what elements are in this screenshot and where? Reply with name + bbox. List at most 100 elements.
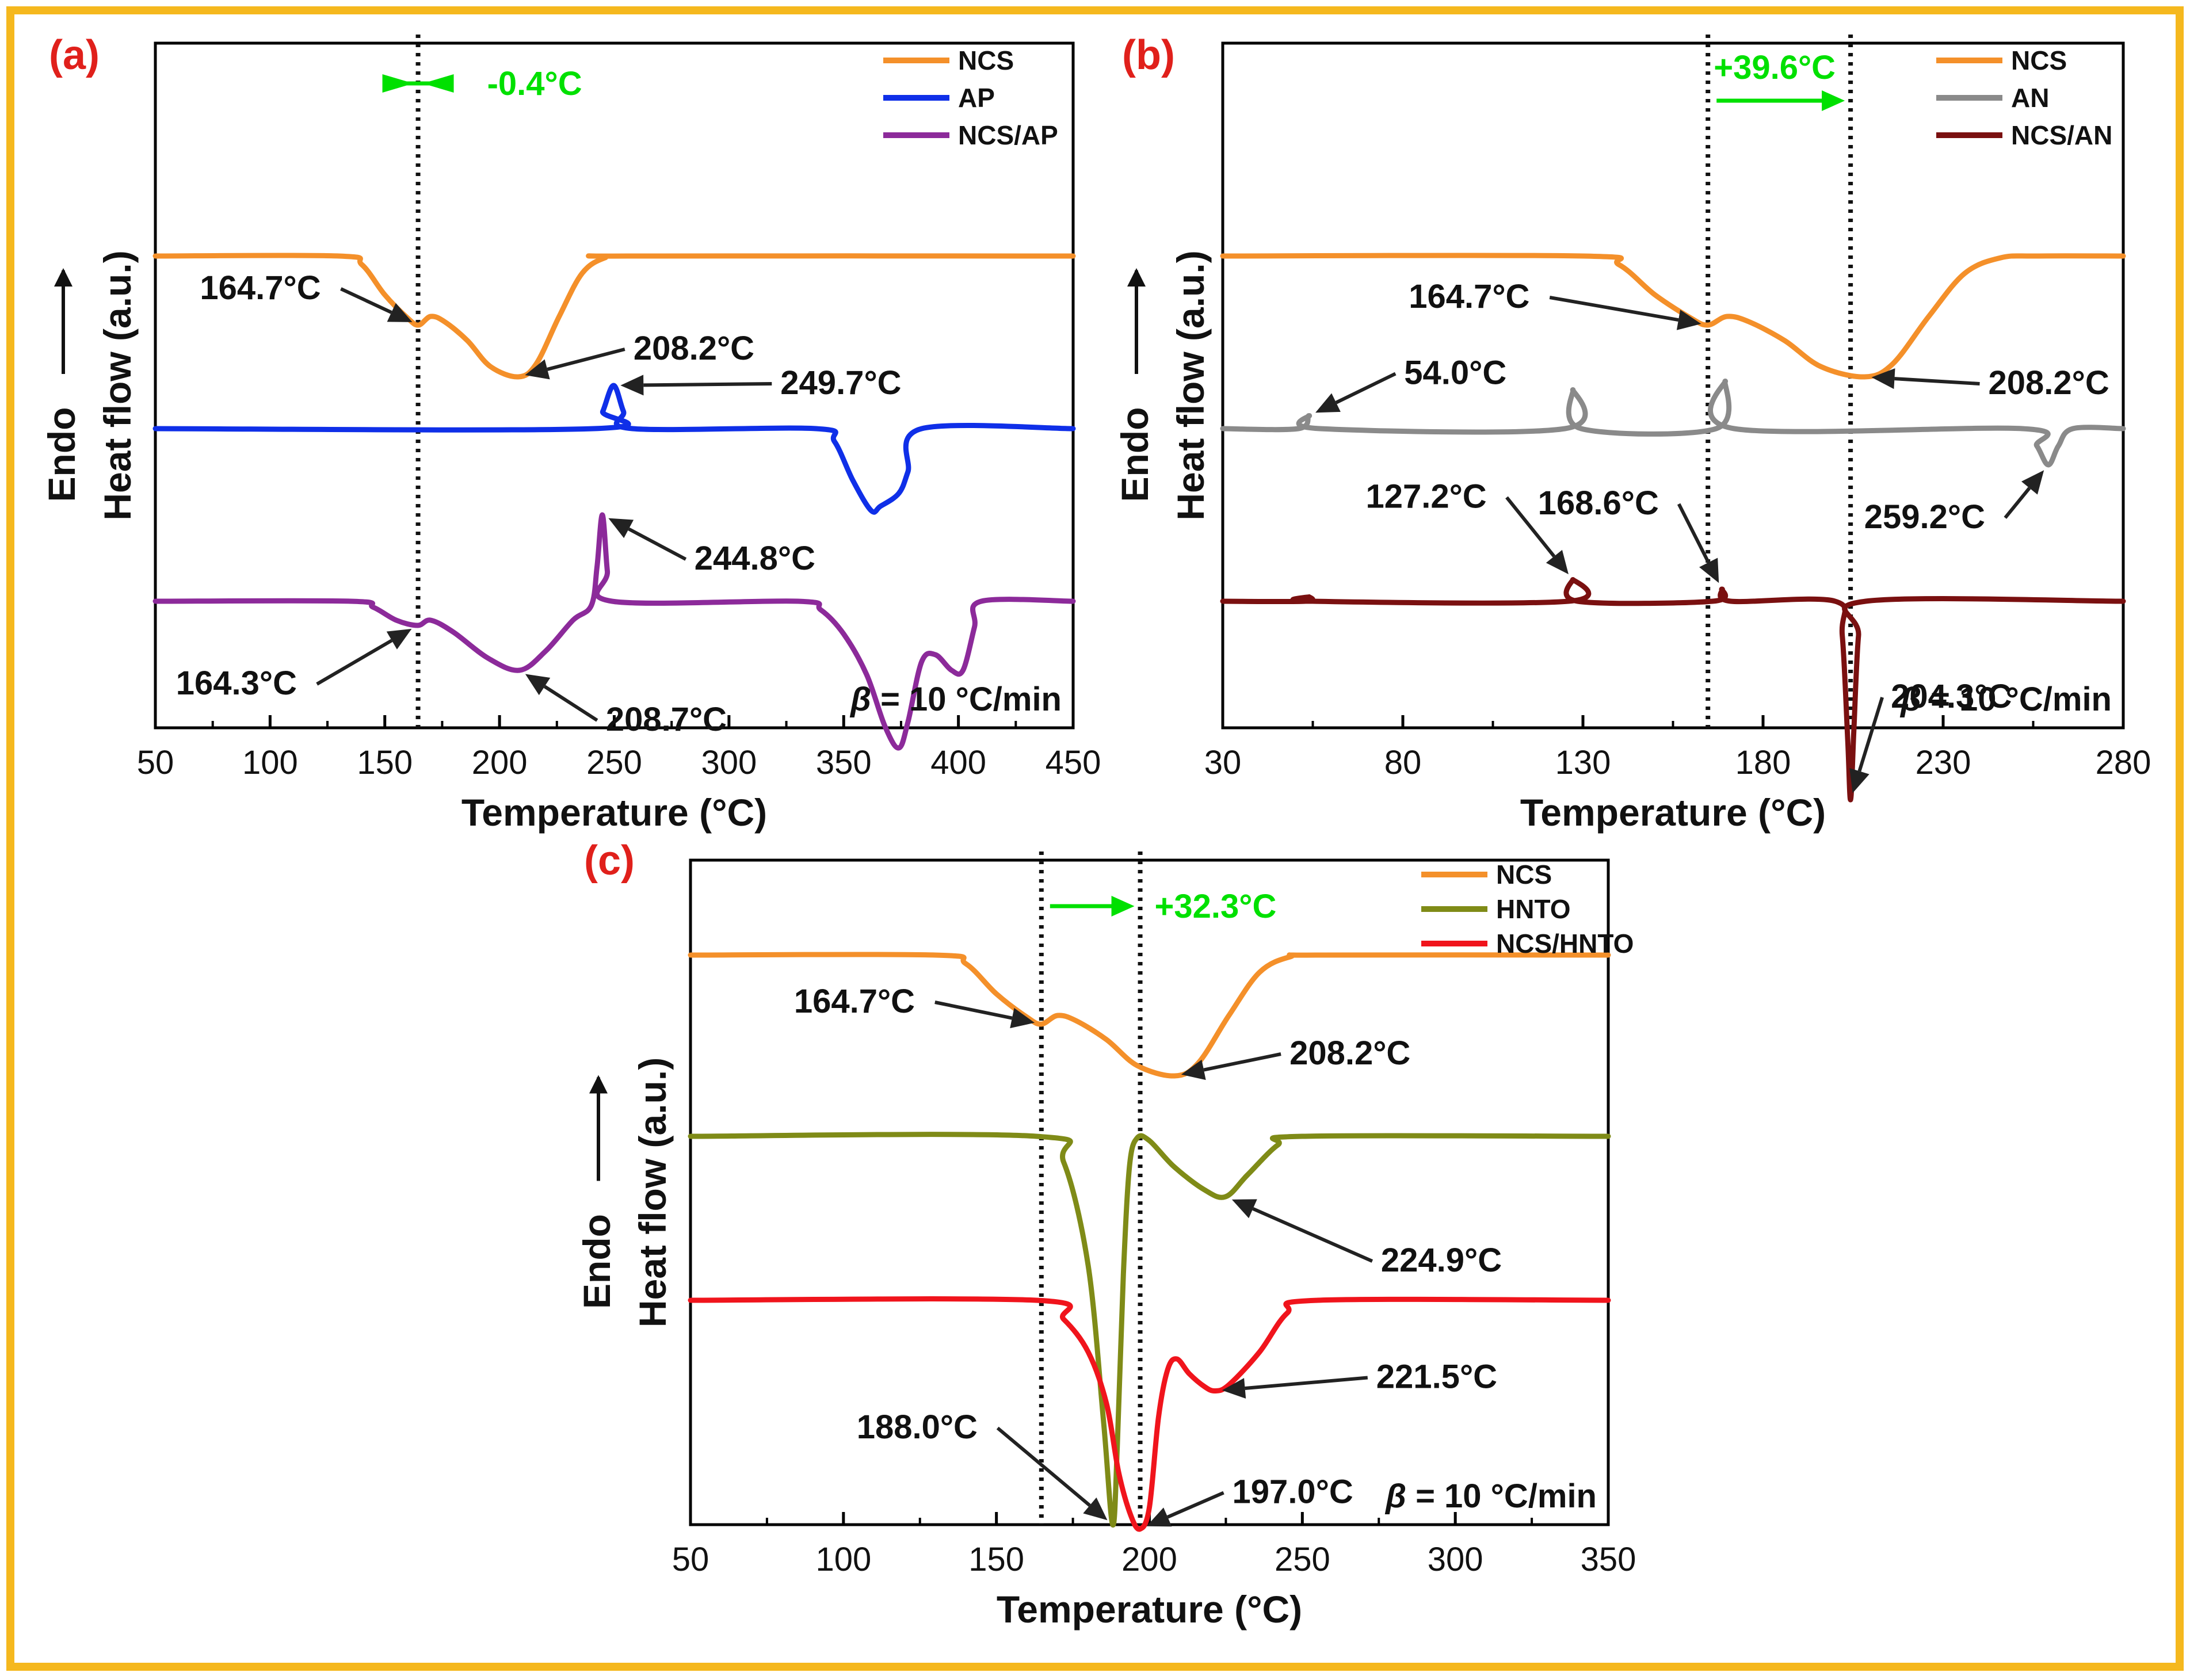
x-tick-label: 180 bbox=[1735, 744, 1791, 781]
annotation-arrow-shaft bbox=[340, 287, 392, 314]
x-tick-label: 400 bbox=[930, 744, 986, 781]
annotation-label: 127.2°C bbox=[1365, 478, 1486, 516]
x-tick-label: 100 bbox=[242, 744, 298, 781]
x-tick-label: 250 bbox=[1275, 1541, 1330, 1578]
x-tick-label: 150 bbox=[357, 744, 413, 781]
panel-label-b: (b) bbox=[1122, 32, 1175, 78]
annotation-arrow-shaft bbox=[1677, 503, 1710, 563]
x-tick-label: 100 bbox=[815, 1541, 871, 1578]
endo-arrow-head bbox=[1127, 268, 1146, 287]
legend-label: NCS bbox=[2011, 45, 2067, 75]
y-axis-title-heat-flow: Heat flow (a.u.) bbox=[631, 1057, 674, 1327]
panel-a: 50 100 150 200 250 300 350 400 450 Temperature (°… bbox=[40, 32, 1101, 834]
annotation-arrow-head bbox=[525, 359, 550, 380]
legend-label: NCS/AN bbox=[2011, 120, 2112, 150]
annotation-arrow-shaft bbox=[1505, 496, 1556, 558]
annotation-arrow-shaft bbox=[1549, 296, 1679, 322]
annotation-arrow-shaft bbox=[547, 348, 625, 371]
x-tick-label: 280 bbox=[2096, 744, 2151, 781]
x-tick-label: 230 bbox=[1916, 744, 1971, 781]
annotation-label: 208.7°C bbox=[606, 701, 727, 738]
annotation-arrow-head bbox=[387, 303, 413, 322]
annotation-arrow-shaft bbox=[643, 382, 772, 387]
annotation-arrow-shaft bbox=[628, 527, 687, 561]
legend-label: AP bbox=[958, 83, 995, 113]
annotation-arrow-shaft bbox=[1252, 1207, 1373, 1263]
annotation-arrow-head bbox=[1546, 549, 1569, 575]
annotation-arrow-shaft bbox=[1857, 697, 1884, 772]
shift-arrow-head bbox=[422, 74, 454, 93]
x-tick-label: 350 bbox=[816, 744, 872, 781]
heating-rate-symbol: β bbox=[849, 681, 871, 718]
x-tick-label: 350 bbox=[1581, 1541, 1636, 1578]
series-line-ncs bbox=[1220, 253, 2126, 380]
annotation-arrow-shaft bbox=[996, 1426, 1091, 1507]
annotation-arrow-shaft bbox=[316, 639, 393, 686]
heating-rate-label: β = 10 °C/min bbox=[1384, 1477, 1597, 1515]
annotation-arrow-shaft bbox=[1203, 1052, 1281, 1072]
annotation-arrow-head bbox=[1181, 1059, 1206, 1080]
series-line-ncs-an bbox=[1220, 577, 2126, 803]
annotation-arrow-head bbox=[1699, 558, 1719, 583]
annotation-label: 244.8°C bbox=[695, 540, 815, 577]
annotation-arrow-head bbox=[620, 375, 644, 396]
annotation-arrow-shaft bbox=[2004, 487, 2031, 519]
annotation-arrow-shaft bbox=[1167, 1491, 1224, 1519]
annotation-arrow-head bbox=[1231, 1199, 1257, 1219]
shift-arrow-head bbox=[1822, 90, 1845, 111]
panel-b: 30 80 130 180 230 280 Temperature (°C) Endo Heat… bbox=[1113, 32, 2151, 834]
series-line-ncs bbox=[688, 952, 1611, 1079]
annotation-label: 204.3°C bbox=[1891, 678, 2012, 715]
annotation-arrow-head bbox=[2021, 470, 2044, 495]
x-tick-label: 30 bbox=[1204, 744, 1242, 781]
shift-arrow-head bbox=[382, 74, 414, 93]
annotation-label: 164.7°C bbox=[1409, 278, 1529, 315]
annotation-arrow-head bbox=[1146, 1507, 1172, 1527]
endo-arrow-head bbox=[54, 268, 73, 287]
annotation-label: 249.7°C bbox=[780, 364, 901, 402]
heating-rate-value: = 10 °C/min bbox=[871, 681, 1062, 718]
y-axis-title-heat-flow: Heat flow (a.u.) bbox=[1169, 250, 1212, 520]
series-line-ncs bbox=[152, 253, 1076, 380]
annotation-label: 224.9°C bbox=[1381, 1242, 1502, 1279]
x-tick-label: 200 bbox=[1121, 1541, 1177, 1578]
panel-c: 50 100 150 200 250 300 350 Temperature (°C) Endo… bbox=[575, 838, 1636, 1631]
annotation-label: 164.3°C bbox=[176, 665, 297, 702]
annotation-arrow-head bbox=[1871, 368, 1895, 390]
heating-rate-value: = 10 °C/min bbox=[1921, 681, 2112, 718]
annotation-arrow-head bbox=[1315, 393, 1341, 413]
annotation-arrow-head bbox=[1083, 1497, 1108, 1521]
heating-rate-label: β = 10 °C/min bbox=[1899, 681, 2112, 718]
heating-rate-symbol: β bbox=[1899, 681, 1921, 718]
y-axis-title-endo: Endo bbox=[575, 1214, 618, 1309]
x-tick-label: 50 bbox=[672, 1541, 709, 1578]
annotation-arrow-shaft bbox=[1335, 372, 1397, 404]
x-tick-label: 80 bbox=[1384, 744, 1422, 781]
x-tick-label: 200 bbox=[472, 744, 528, 781]
annotation-arrow-head bbox=[1849, 768, 1869, 793]
x-tick-label: 150 bbox=[968, 1541, 1024, 1578]
annotation-label: 197.0°C bbox=[1233, 1473, 1353, 1511]
annotation-arrow-shaft bbox=[543, 685, 598, 722]
shift-label: +39.6°C bbox=[1714, 49, 1836, 86]
panel-label-a: (a) bbox=[49, 32, 100, 78]
annotation-arrow-shaft bbox=[1894, 377, 1980, 385]
annotation-arrow-head bbox=[608, 518, 634, 539]
x-axis-title: Temperature (°C) bbox=[461, 791, 767, 834]
legend-label: NCS bbox=[958, 45, 1014, 75]
annotation-arrow-head bbox=[1010, 1007, 1035, 1029]
x-tick-label: 50 bbox=[137, 744, 174, 781]
x-tick-label: 300 bbox=[701, 744, 757, 781]
annotation-arrow-head bbox=[1676, 310, 1701, 330]
annotation-arrow-shaft bbox=[1245, 1376, 1368, 1390]
heating-rate-label: β = 10 °C/min bbox=[849, 681, 1062, 718]
annotation-label: 208.2°C bbox=[634, 330, 754, 367]
annotation-label: 164.7°C bbox=[794, 983, 915, 1020]
legend-label: AN bbox=[2011, 83, 2049, 113]
annotation-label: 168.6°C bbox=[1538, 484, 1659, 522]
annotation-label: 208.2°C bbox=[1289, 1034, 1410, 1072]
series-line-ncs-ap bbox=[152, 512, 1076, 751]
annotation-label: 259.2°C bbox=[1864, 498, 1985, 536]
shift-label: -0.4°C bbox=[487, 65, 582, 102]
